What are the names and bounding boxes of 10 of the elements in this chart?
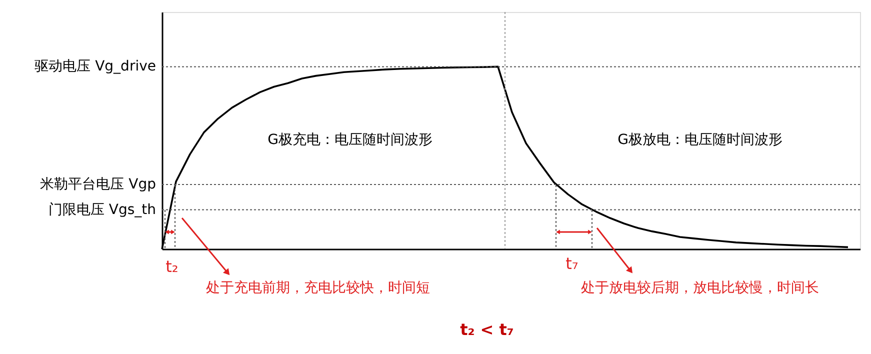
text: 处于充电前期，充电比较快，时间短 bbox=[206, 280, 430, 296]
annotation: G极充电：电压随时间波形 bbox=[268, 132, 432, 148]
annotation: G极放电：电压随时间波形 bbox=[618, 132, 782, 148]
text: 处于放电较后期，放电比较慢，时间长 bbox=[581, 280, 819, 296]
ref-line-label: 驱动电压 Vg_drive bbox=[34, 58, 156, 75]
text: t₇ bbox=[566, 254, 578, 273]
ref-line-label: 米勒平台电压 Vgp bbox=[40, 176, 156, 192]
text: t₂ bbox=[166, 257, 178, 276]
text: t₂ < t₇ bbox=[460, 320, 514, 339]
ref-line-label: 门限电压 Vgs_th bbox=[48, 202, 156, 218]
